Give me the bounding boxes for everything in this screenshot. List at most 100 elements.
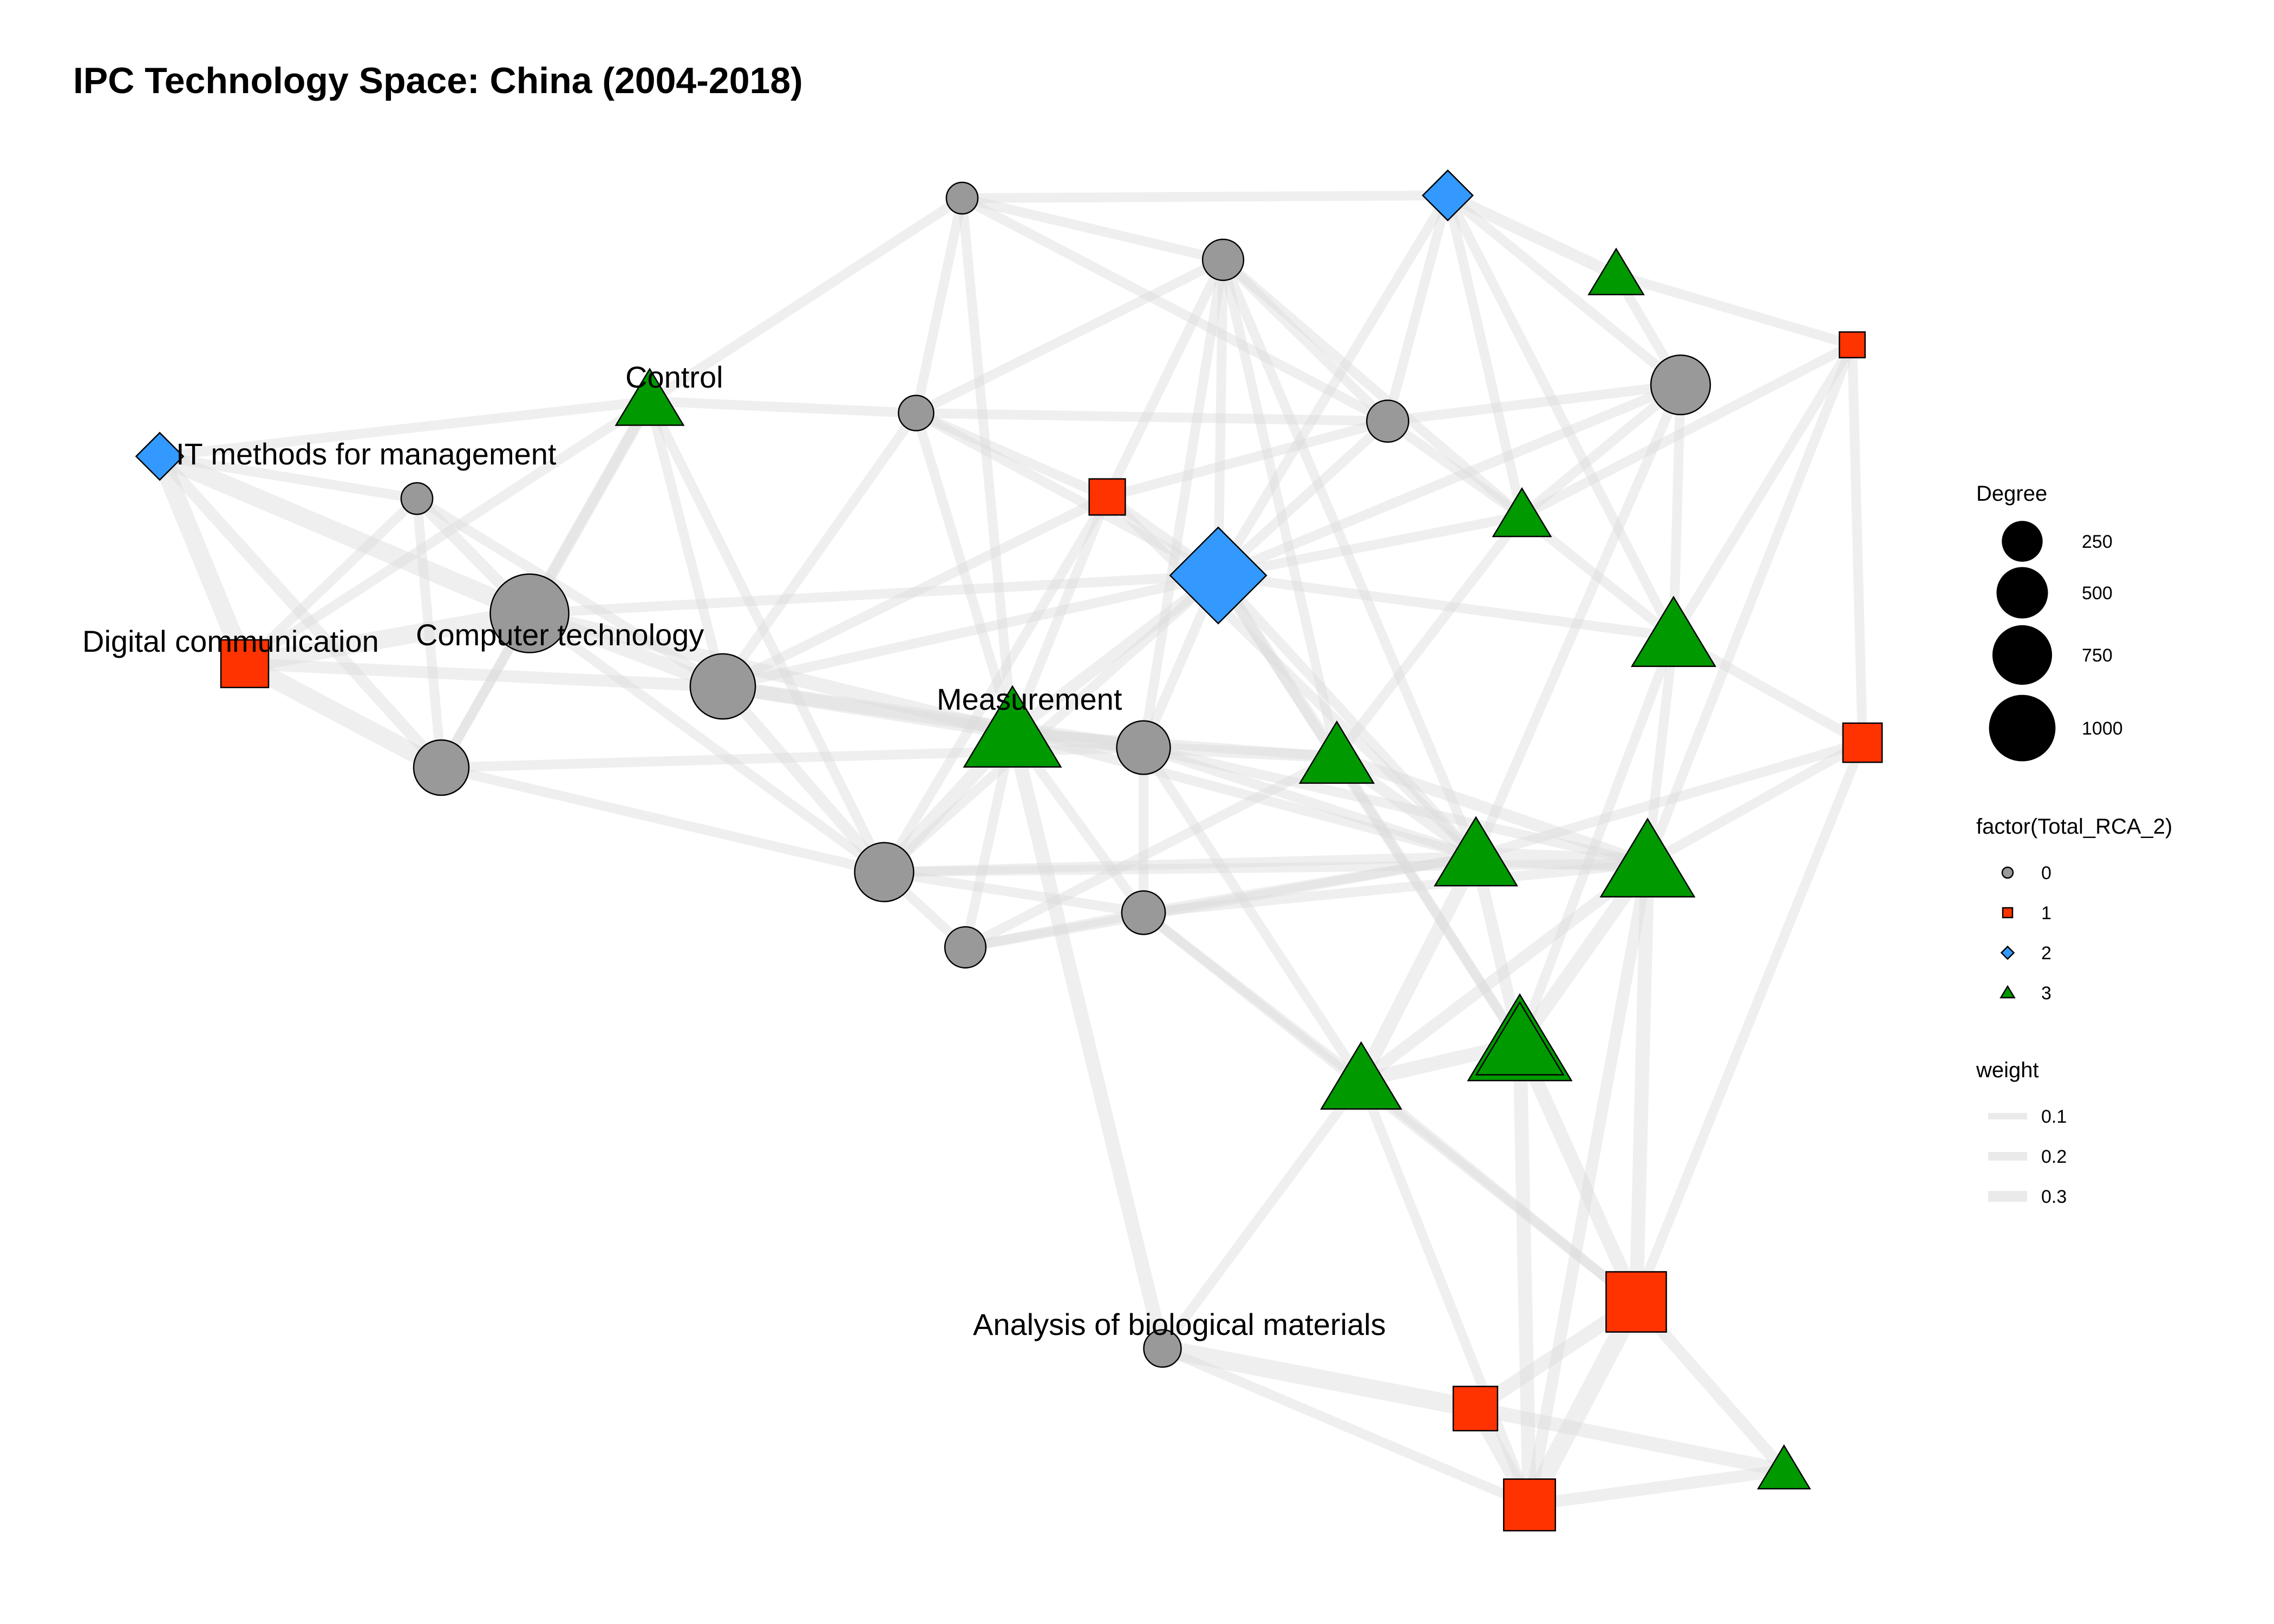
network-node-triangle bbox=[1320, 1041, 1402, 1110]
network-node-diamond bbox=[1422, 169, 1474, 221]
network-node-circle bbox=[400, 482, 434, 515]
network-edge bbox=[957, 193, 1393, 426]
legend-rca-key-diamond bbox=[2000, 945, 2015, 960]
network-edge bbox=[1008, 728, 1481, 861]
network-edge bbox=[1139, 255, 1228, 752]
network-edge bbox=[239, 658, 729, 692]
network-edge bbox=[1332, 511, 1527, 762]
network-edge bbox=[155, 396, 655, 461]
legend-rca-key-circle bbox=[2001, 866, 2014, 879]
network-edge bbox=[1611, 270, 1857, 350]
network-edge bbox=[1218, 255, 1481, 861]
network-edge bbox=[1008, 492, 1112, 737]
network-edge bbox=[240, 494, 422, 669]
network-edge bbox=[911, 408, 1112, 502]
network-node-circle bbox=[1201, 238, 1245, 281]
network-edge bbox=[911, 255, 1228, 418]
network-edge bbox=[1383, 191, 1453, 426]
network-node-circle bbox=[898, 395, 935, 431]
network-edge bbox=[1643, 738, 1867, 868]
network-edge bbox=[1153, 1339, 1485, 1418]
network-edge bbox=[1102, 492, 1481, 861]
legend-degree-title: Degree bbox=[1976, 482, 2047, 506]
labels-layer: IT methods for management Control Digital … bbox=[82, 360, 1386, 1341]
network-edge bbox=[525, 608, 889, 877]
network-node-circle bbox=[854, 842, 914, 902]
network-node-square bbox=[1088, 478, 1126, 516]
legend-degree-label: 1000 bbox=[2082, 718, 2123, 739]
network-edge bbox=[1158, 1344, 1534, 1510]
network-edge bbox=[1005, 725, 1169, 1355]
network-edge bbox=[1355, 857, 1654, 1086]
network-edge bbox=[1520, 1293, 1645, 1514]
node-label: IT methods for management bbox=[176, 437, 557, 471]
network-edge bbox=[1212, 569, 1343, 763]
network-node-triangle bbox=[1599, 817, 1696, 898]
network-edge bbox=[879, 867, 1148, 918]
network-edge bbox=[1218, 255, 1342, 762]
node-label: Digital communication bbox=[82, 624, 379, 658]
network-edge bbox=[522, 606, 1020, 739]
network-edge bbox=[1008, 728, 1342, 762]
network-edge bbox=[1213, 416, 1393, 580]
network-edge bbox=[240, 396, 655, 669]
network-edge bbox=[718, 408, 921, 691]
legend-weight-title: weight bbox=[1976, 1058, 2039, 1082]
network-node-triangle bbox=[615, 368, 685, 426]
network-edge bbox=[645, 396, 889, 877]
legend-rca-label: 0 bbox=[2041, 863, 2051, 883]
network-node-circle bbox=[944, 926, 987, 969]
legend-weight-label: 0.2 bbox=[2041, 1147, 2067, 1167]
network-edge bbox=[957, 193, 1017, 737]
network-node-circle bbox=[1650, 354, 1711, 416]
network-node-circle bbox=[1366, 400, 1409, 443]
network-edge bbox=[879, 859, 1652, 877]
network-edge bbox=[911, 193, 967, 418]
network-edge bbox=[1356, 1076, 1641, 1307]
network-edge bbox=[1383, 416, 1527, 521]
network-edge bbox=[1213, 571, 1481, 861]
network-edge bbox=[718, 492, 1112, 691]
legend-degree-key bbox=[1996, 567, 2048, 619]
network-edge bbox=[1515, 632, 1678, 1049]
network-edge bbox=[1443, 191, 1527, 521]
network-edge bbox=[911, 408, 1017, 737]
network-node-diamond bbox=[135, 431, 185, 481]
network-edge bbox=[716, 679, 1020, 739]
network-edge bbox=[1643, 340, 1857, 868]
network-edge bbox=[718, 571, 1223, 691]
network-edge bbox=[1102, 416, 1393, 502]
network-edge bbox=[879, 571, 1223, 877]
network-edge bbox=[717, 680, 890, 878]
legend-weight-entries: 0.1 0.2 0.3 bbox=[1988, 1106, 2067, 1207]
network-edge bbox=[1213, 511, 1527, 580]
legend-rca-title: factor(Total_RCA_2) bbox=[1976, 815, 2172, 839]
legend-degree-entries: 250 500 750 1000 bbox=[1989, 521, 2123, 762]
network-edge bbox=[957, 191, 1453, 203]
network-edge bbox=[1471, 380, 1685, 861]
legend-weight-label: 0.1 bbox=[2041, 1106, 2067, 1127]
node-label: Analysis of biological materials bbox=[973, 1307, 1386, 1341]
network-edge bbox=[151, 447, 254, 673]
network-edge bbox=[1468, 1402, 1791, 1477]
chart-title: IPC Technology Space: China (2004-2018) bbox=[73, 60, 803, 101]
legend-rca-key-square bbox=[2002, 907, 2014, 919]
network-edge bbox=[1467, 847, 1657, 873]
network-node-triangle bbox=[1475, 1001, 1565, 1076]
node-label: Computer technology bbox=[416, 618, 704, 652]
legend-degree-label: 750 bbox=[2082, 645, 2113, 666]
network-edge bbox=[1139, 859, 1652, 918]
network-edge bbox=[957, 193, 1228, 265]
network-edge bbox=[151, 447, 539, 623]
network-edge bbox=[1443, 191, 1678, 641]
network-edge bbox=[1158, 1076, 1366, 1353]
network-edge bbox=[960, 752, 1342, 952]
legend-weight-key bbox=[1988, 1113, 2027, 1119]
network-edge bbox=[154, 450, 447, 774]
network-edge bbox=[1139, 852, 1481, 918]
network-edge bbox=[1332, 752, 1525, 1049]
legend-rca-key-triangle bbox=[1999, 985, 2016, 999]
network-edge bbox=[1517, 340, 1857, 521]
network-edge bbox=[1213, 571, 1525, 1049]
